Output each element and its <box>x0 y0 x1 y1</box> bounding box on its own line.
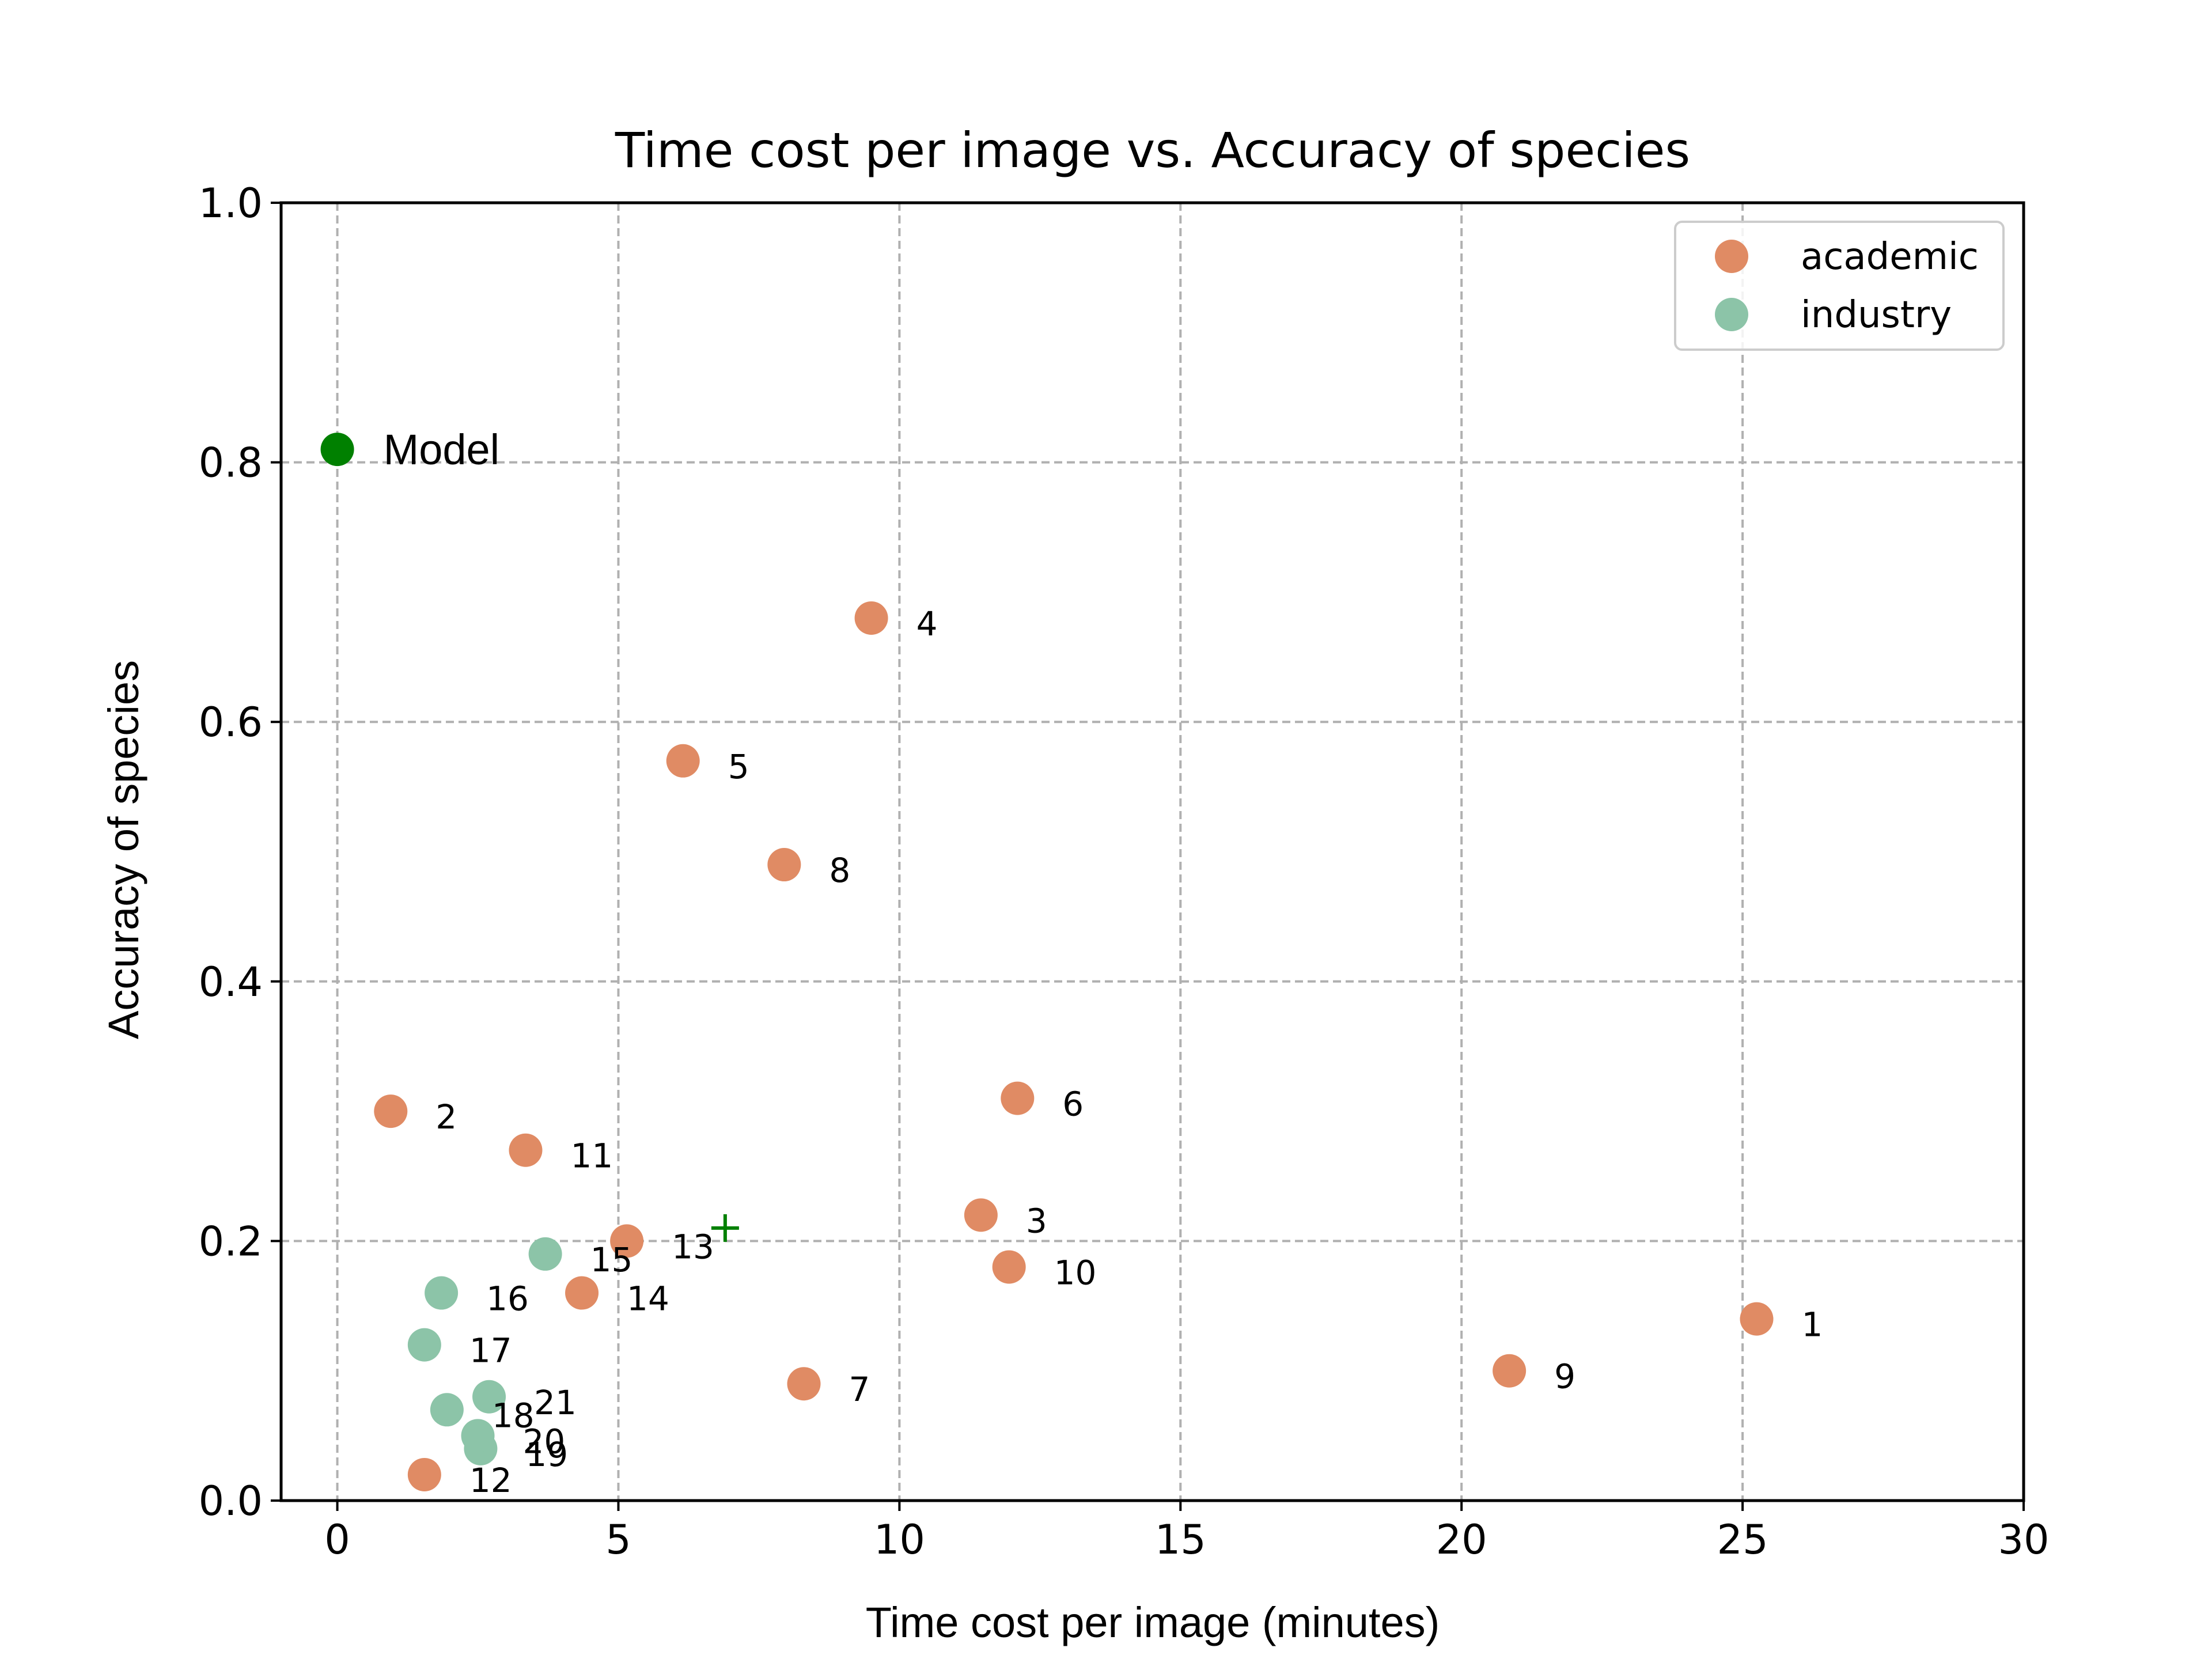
point-label: 1 <box>1801 1305 1823 1344</box>
x-tick-label: 10 <box>874 1516 925 1563</box>
point-label: 3 <box>1026 1201 1047 1240</box>
point-label: 2 <box>435 1097 457 1137</box>
y-tick-label: 0.2 <box>199 1218 263 1265</box>
point-label: 12 <box>469 1461 512 1500</box>
industry-point <box>425 1276 459 1310</box>
y-tick-label: 0.4 <box>199 959 263 1006</box>
point-label: 20 <box>523 1422 566 1461</box>
academic-point <box>1740 1302 1774 1336</box>
data-points <box>320 433 1774 1491</box>
industry-point <box>407 1328 441 1362</box>
x-tick-label: 30 <box>1998 1516 2049 1563</box>
industry-point <box>430 1393 464 1427</box>
academic-point <box>1493 1354 1527 1388</box>
point-label: 17 <box>469 1331 512 1370</box>
x-tick-label: 25 <box>1717 1516 1768 1563</box>
academic-point <box>767 848 801 882</box>
plot-frame <box>279 201 2025 1502</box>
x-tick-label: 5 <box>605 1516 631 1563</box>
point-label: 9 <box>1554 1357 1575 1396</box>
y-tick-label: 0.6 <box>199 699 263 746</box>
x-tick-label: 15 <box>1155 1516 1206 1563</box>
academic-point <box>992 1250 1026 1284</box>
academic-point <box>565 1276 599 1310</box>
y-axis-label: Accuracy of species <box>100 660 147 1039</box>
legend-box <box>1674 221 2005 351</box>
point-label: 15 <box>590 1240 633 1279</box>
point-label: 19 <box>525 1435 568 1474</box>
point-label: 16 <box>486 1279 529 1319</box>
point-label: 13 <box>672 1227 714 1266</box>
academic-point <box>374 1094 408 1128</box>
legend-label-academic: academic <box>1801 236 1979 278</box>
academic-point <box>610 1224 644 1258</box>
y-tick-label: 0.0 <box>199 1478 263 1525</box>
point-label: 14 <box>627 1279 669 1319</box>
legend-label-industry: industry <box>1801 294 1952 336</box>
chart-title: Time cost per image vs. Accuracy of spec… <box>615 122 1690 179</box>
industry-point <box>461 1419 495 1453</box>
academic-point <box>509 1133 543 1167</box>
industry-point <box>528 1237 562 1271</box>
academic-point <box>964 1198 998 1232</box>
academic-point <box>854 601 888 635</box>
axes: 0 5 10 15 20 25 300.00.20.40.60.81.0 <box>199 180 2050 1563</box>
industry-point <box>472 1380 506 1414</box>
point-label: 8 <box>829 851 850 890</box>
point-label: 21 <box>534 1383 577 1422</box>
model-label: Model <box>384 426 500 474</box>
x-tick-label: 20 <box>1436 1516 1487 1563</box>
academic-point <box>407 1457 441 1491</box>
legend: academic industry <box>1674 221 2005 351</box>
point-label: 5 <box>728 747 749 786</box>
model-point <box>320 433 354 467</box>
point-label: 11 <box>570 1137 613 1176</box>
academic-point <box>787 1367 821 1401</box>
x-axis-label: Time cost per image (minutes) <box>866 1599 1440 1646</box>
y-tick-label: 1.0 <box>199 180 263 227</box>
legend-marker-academic <box>1715 240 1748 273</box>
academic-point <box>1001 1081 1035 1115</box>
point-label: 10 <box>1054 1253 1097 1292</box>
x-tick-label: 0 <box>324 1516 350 1563</box>
academic-point <box>666 744 700 778</box>
point-label: 4 <box>916 604 938 643</box>
point-label: 6 <box>1062 1085 1084 1124</box>
y-tick-label: 0.8 <box>199 440 263 487</box>
point-label: 7 <box>849 1370 870 1409</box>
point-label: 18 <box>492 1396 535 1435</box>
legend-marker-industry <box>1715 298 1748 331</box>
